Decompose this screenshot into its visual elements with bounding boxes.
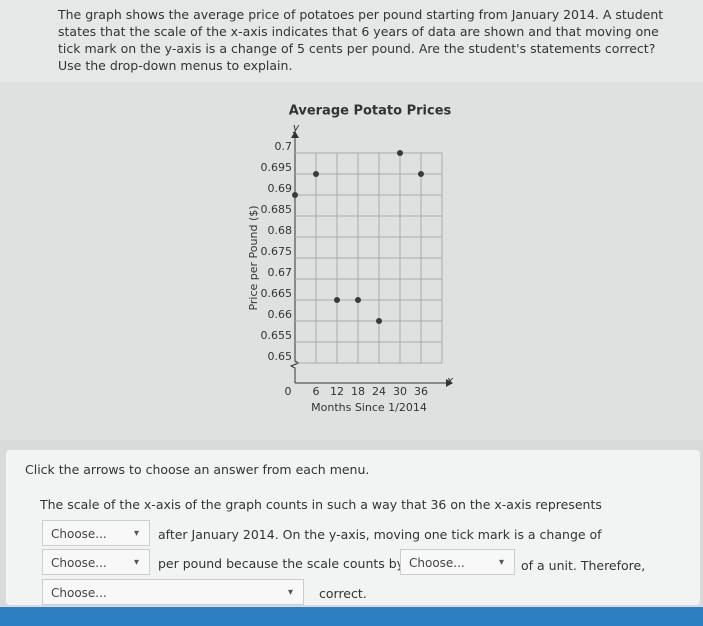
dropdown[interactable]: Choose...	[42, 520, 150, 547]
y-tick-label: 0.685	[261, 203, 293, 216]
y-tick-label: 0.675	[261, 245, 293, 258]
y-tick-label: 0.665	[261, 287, 293, 300]
y-tick-label: 0.7	[275, 140, 293, 153]
y-tick-label: 0.66	[268, 308, 293, 321]
sentence-text: The scale of the x-axis of the graph cou…	[40, 497, 602, 512]
instruction: Click the arrows to choose an answer fro…	[25, 462, 370, 477]
y-tick-label: 0.67	[268, 266, 293, 279]
x-axis-letter: x	[446, 374, 454, 387]
data-point	[313, 171, 319, 177]
y-axis	[289, 134, 301, 383]
data-point	[397, 150, 403, 156]
sentence-text: correct.	[319, 586, 367, 601]
nav-bar	[0, 607, 703, 626]
x-tick-label: 30	[393, 385, 407, 398]
y-tick-label: 0.655	[261, 329, 293, 342]
origin-label: 0	[285, 385, 292, 398]
data-point	[355, 297, 361, 303]
data-point	[334, 297, 340, 303]
data-point	[292, 192, 298, 198]
sentence-text: per pound because the scale counts by	[158, 556, 405, 571]
question-text: The graph shows the average price of pot…	[58, 7, 664, 73]
x-axis-title: Months Since 1/2014	[311, 401, 427, 414]
x-tick-label: 6	[313, 385, 320, 398]
sentence-text: of a unit. Therefore,	[521, 558, 646, 573]
y-tick-label: 0.695	[261, 161, 293, 174]
axis-arrows	[291, 131, 453, 387]
dropdown[interactable]: Choose...	[400, 549, 515, 576]
dropdown[interactable]: Choose...	[42, 579, 304, 606]
x-tick-label: 24	[372, 385, 386, 398]
y-axis-letter: y	[292, 121, 300, 134]
dropdown[interactable]: Choose...	[42, 549, 150, 576]
x-tick-label: 18	[351, 385, 365, 398]
y-tick-label: 0.69	[268, 182, 293, 195]
x-tick-label: 12	[330, 385, 344, 398]
chart-title: Average Potato Prices	[289, 104, 452, 119]
question-area	[0, 0, 703, 82]
chart: Average Potato Prices Months Since 1/201…	[247, 104, 454, 415]
x-tick-label: 36	[414, 385, 428, 398]
chart-area	[0, 82, 703, 440]
data-point	[418, 171, 424, 177]
y-axis-title: Price per Pound ($)	[247, 205, 260, 310]
y-tick-label: 0.65	[268, 350, 293, 363]
data-point	[376, 318, 382, 324]
y-tick-label: 0.68	[268, 224, 293, 237]
sentence-text: after January 2014. On the y-axis, movin…	[158, 527, 602, 542]
